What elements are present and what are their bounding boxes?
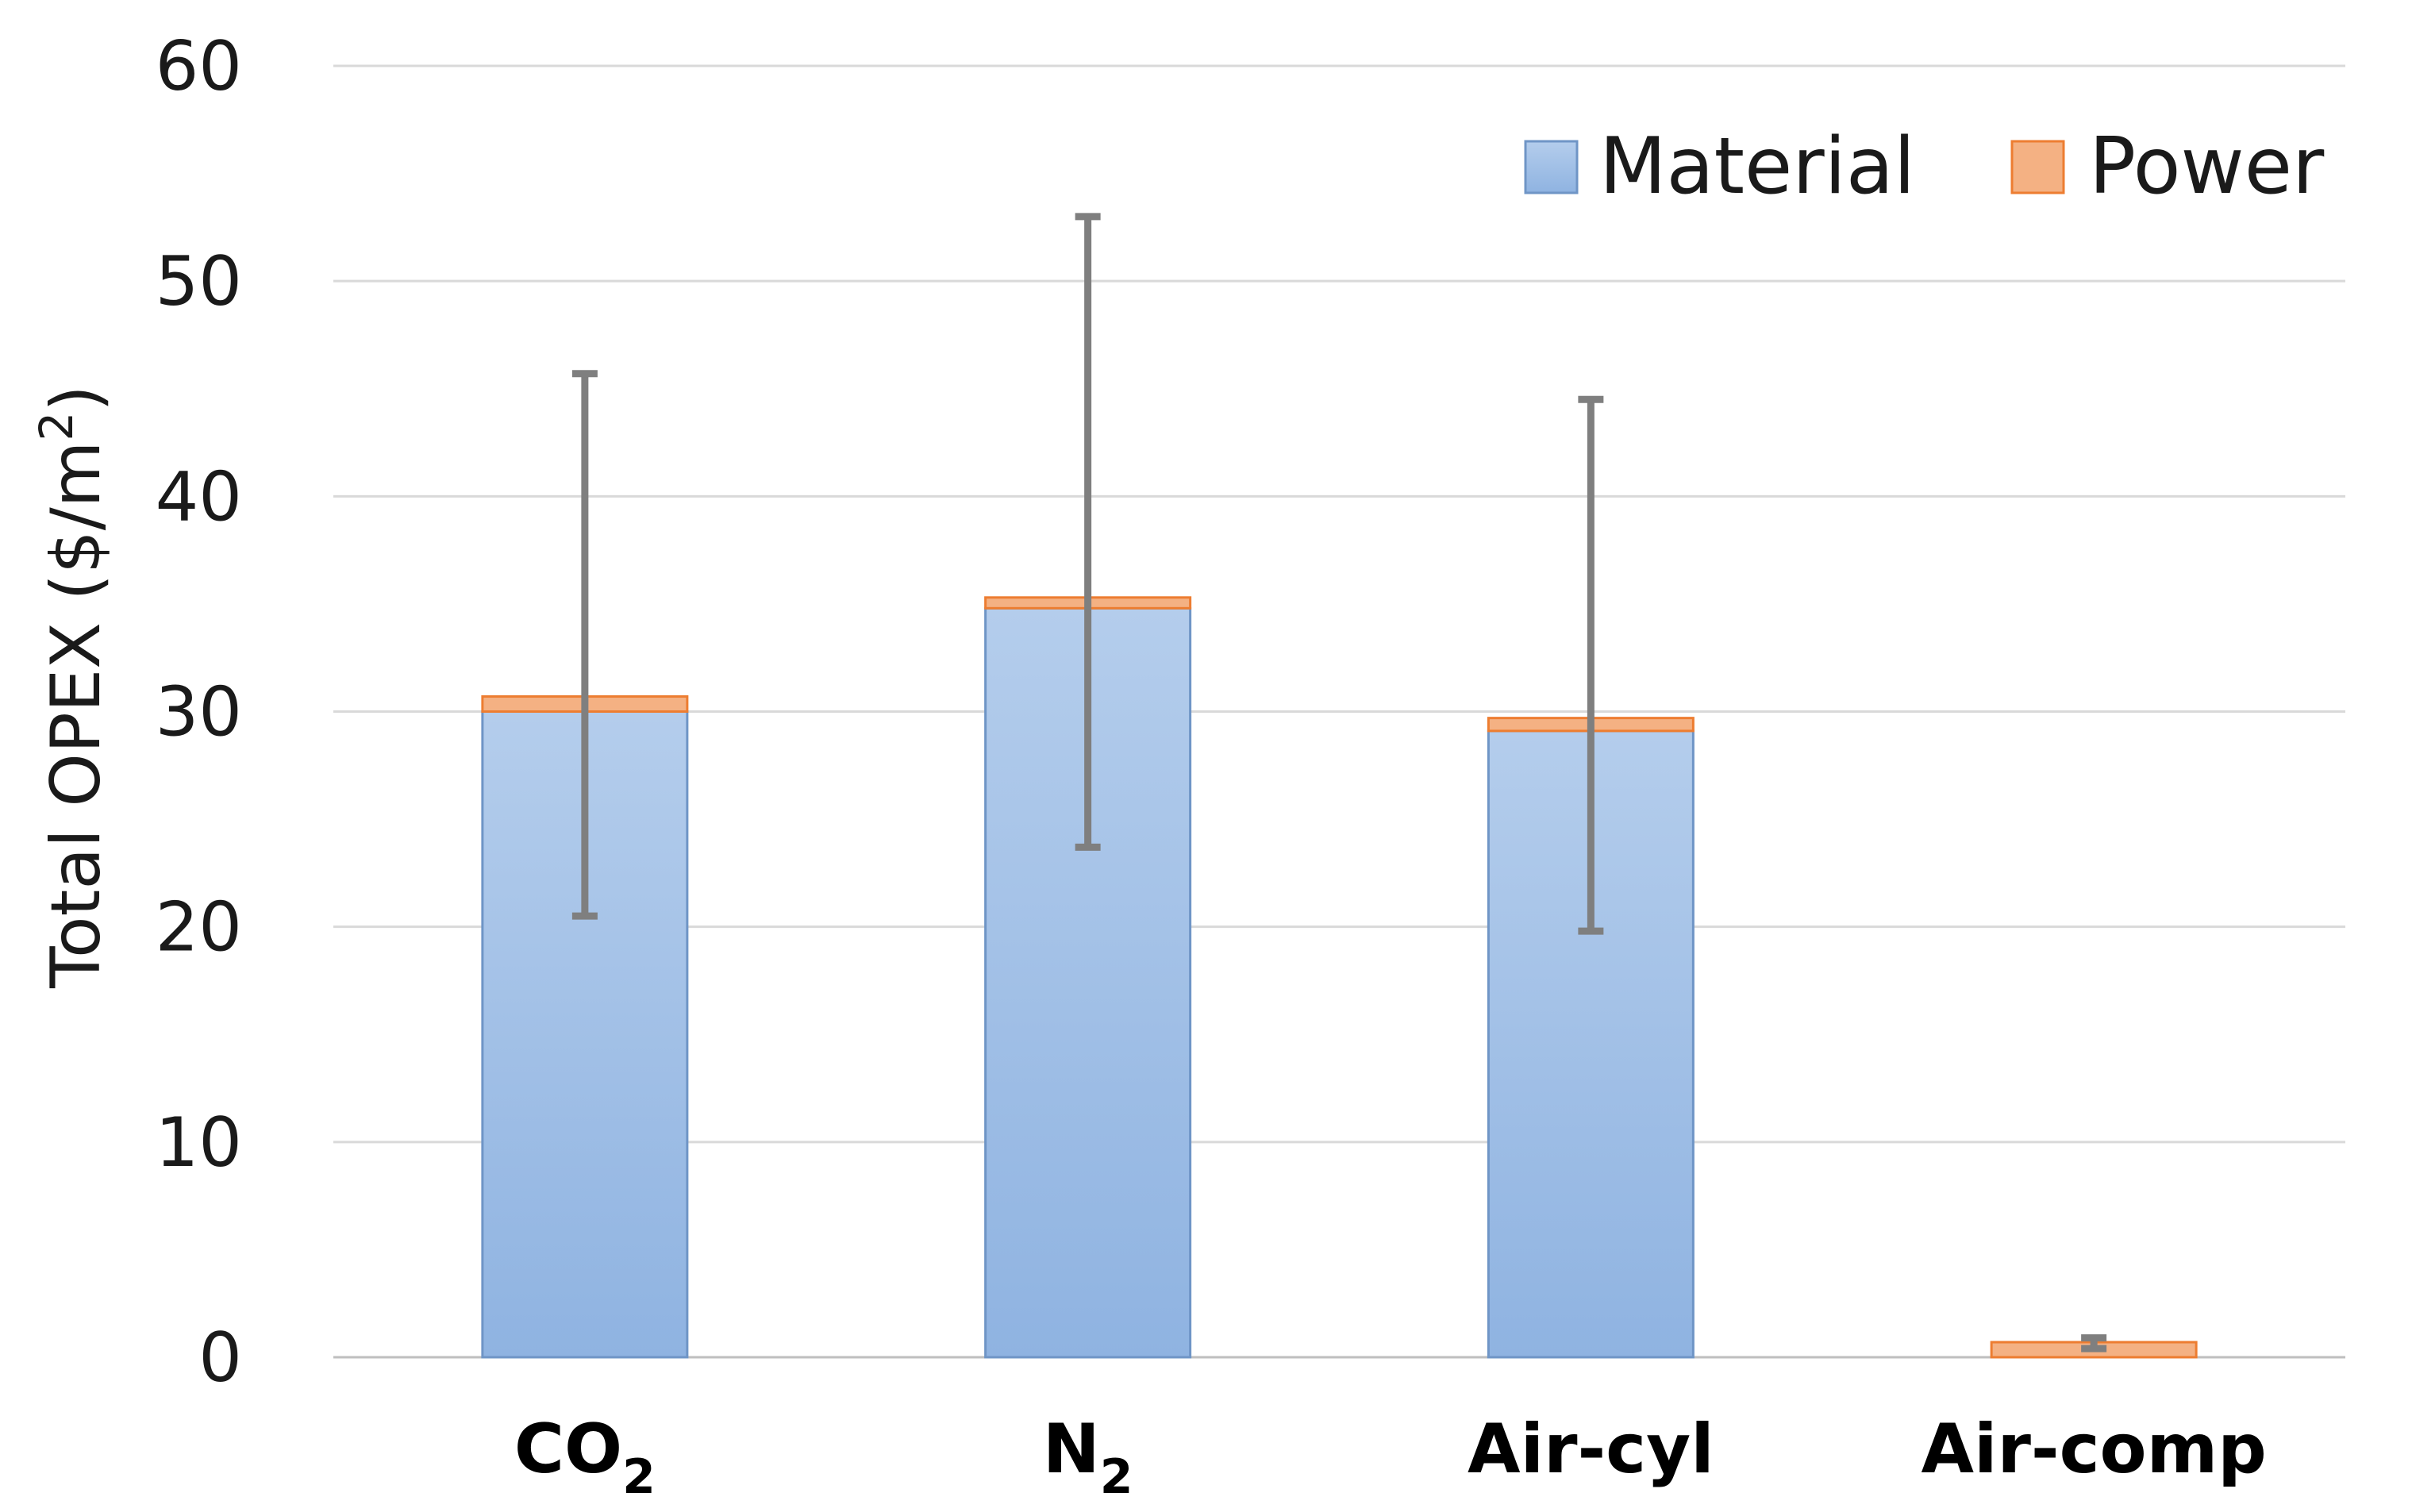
category-label-2: Air-cyl — [1468, 1410, 1714, 1489]
error-bars — [571, 213, 2107, 1352]
y-tick-labels: 0 10 20 30 40 50 60 — [156, 27, 242, 1398]
y-axis-title: Total OPEX ($/m2) — [29, 385, 116, 989]
category-label-0: CO2 — [514, 1410, 656, 1505]
error-bar-0 — [571, 370, 598, 920]
category-labels: CO2 N2 Air-cyl Air-comp — [514, 1410, 2267, 1505]
legend-swatch-power — [2010, 140, 2065, 194]
y-tick-40: 40 — [156, 457, 242, 537]
error-bar-1 — [1075, 213, 1101, 851]
category-label-1: N2 — [1043, 1410, 1133, 1505]
legend: Material Power — [1524, 121, 2325, 212]
y-tick-50: 50 — [156, 242, 242, 321]
legend-swatch-material — [1524, 140, 1579, 194]
error-bar-2 — [1578, 395, 1604, 935]
error-bar-3 — [2081, 1334, 2107, 1352]
y-tick-10: 10 — [156, 1103, 242, 1183]
y-tick-30: 30 — [156, 673, 242, 752]
legend-label-power: Power — [2089, 121, 2325, 212]
legend-label-material: Material — [1599, 121, 1915, 212]
category-label-3: Air-comp — [1921, 1410, 2266, 1489]
y-tick-60: 60 — [156, 27, 242, 106]
y-tick-0: 0 — [198, 1318, 242, 1398]
y-tick-20: 20 — [156, 888, 242, 968]
